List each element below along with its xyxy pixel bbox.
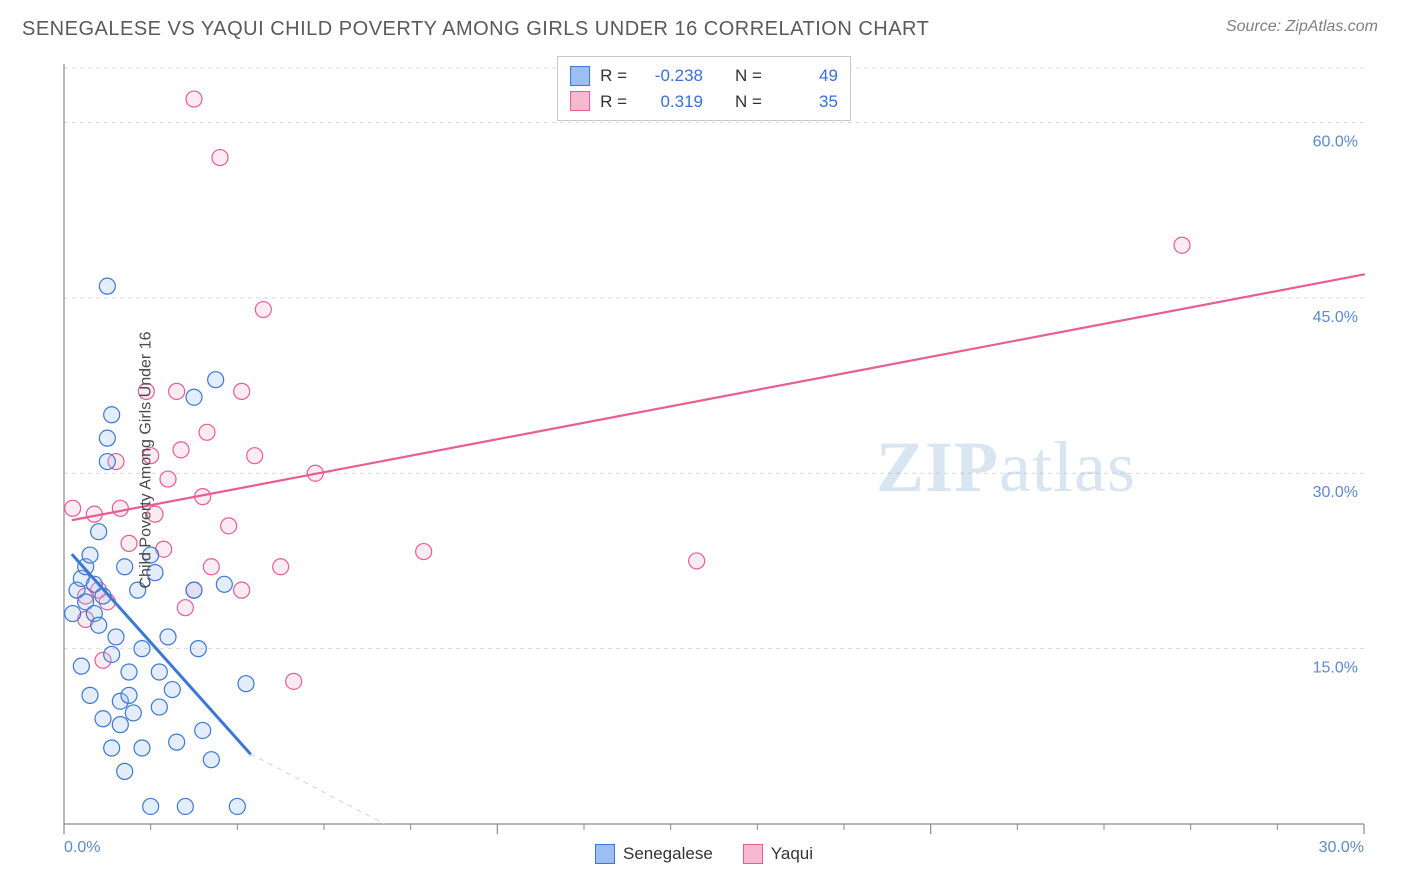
swatch-senegalese xyxy=(595,844,615,864)
n-value-senegalese: 49 xyxy=(772,63,838,89)
swatch-yaqui xyxy=(743,844,763,864)
svg-text:15.0%: 15.0% xyxy=(1313,660,1358,677)
series-legend: Senegalese Yaqui xyxy=(595,844,813,864)
correlation-row-yaqui: R = 0.319 N = 35 xyxy=(570,89,838,115)
svg-text:30.0%: 30.0% xyxy=(1313,484,1358,501)
correlation-row-senegalese: R = -0.238 N = 49 xyxy=(570,63,838,89)
n-value-yaqui: 35 xyxy=(772,89,838,115)
source-credit: Source: ZipAtlas.com xyxy=(1226,18,1378,36)
svg-text:0.0%: 0.0% xyxy=(64,839,100,856)
svg-text:30.0%: 30.0% xyxy=(1319,839,1364,856)
legend-item-senegalese: Senegalese xyxy=(595,844,713,864)
legend-item-yaqui: Yaqui xyxy=(743,844,813,864)
swatch-yaqui xyxy=(570,91,590,111)
svg-text:45.0%: 45.0% xyxy=(1313,309,1358,326)
correlation-legend: R = -0.238 N = 49 R = 0.319 N = 35 xyxy=(557,56,851,121)
svg-text:60.0%: 60.0% xyxy=(1313,133,1358,150)
r-value-yaqui: 0.319 xyxy=(637,89,703,115)
swatch-senegalese xyxy=(570,66,590,86)
chart-title: SENEGALESE VS YAQUI CHILD POVERTY AMONG … xyxy=(22,18,929,41)
y-axis-label: Child Poverty Among Girls Under 16 xyxy=(138,332,156,589)
r-value-senegalese: -0.238 xyxy=(637,63,703,89)
legend-label: Senegalese xyxy=(623,844,713,864)
scatter-chart: 15.0% 30.0% 45.0% 60.0% 0.0% 30.0% xyxy=(22,56,1386,864)
legend-label: Yaqui xyxy=(771,844,813,864)
chart-area: Child Poverty Among Girls Under 16 15.0%… xyxy=(22,56,1386,864)
